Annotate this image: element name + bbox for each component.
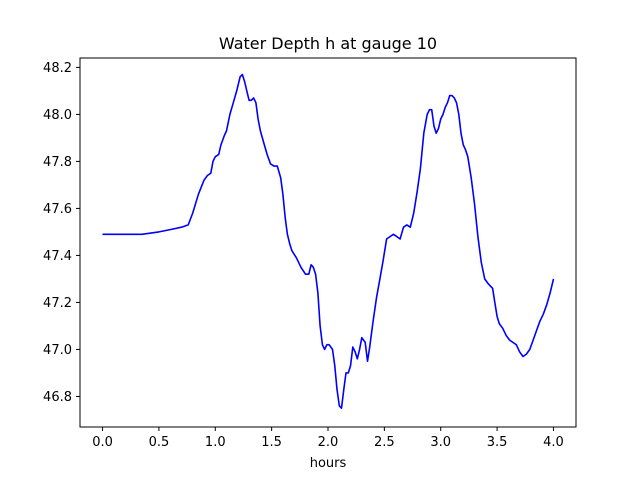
x-tick-label: 3.0 xyxy=(430,435,451,450)
x-tick-label: 4.0 xyxy=(543,435,564,450)
series-layer xyxy=(102,73,555,409)
chart-title: Water Depth h at gauge 10 xyxy=(219,34,437,53)
y-tick-label: 47.6 xyxy=(43,202,72,217)
x-tick-label: 1.0 xyxy=(205,435,226,450)
x-tick-label: 2.5 xyxy=(374,435,395,450)
plot-frame xyxy=(79,57,577,428)
y-tick-label: 48.0 xyxy=(43,108,72,123)
y-axis: 46.8 47.0 47.2 47.4 47.6 47.8 48.0 48.2 xyxy=(43,61,80,405)
series-line-0 xyxy=(102,73,555,409)
y-tick-label: 47.0 xyxy=(43,343,72,358)
x-tick-label: 0.5 xyxy=(149,435,170,450)
y-tick-label: 48.2 xyxy=(43,61,72,76)
y-tick-label: 46.8 xyxy=(43,390,72,405)
y-tick-label: 47.4 xyxy=(43,249,72,264)
x-axis-label: hours xyxy=(310,456,347,471)
x-tick-label: 2.0 xyxy=(318,435,339,450)
x-axis: 0.0 0.5 1.0 1.5 2.0 2.5 3.0 3.5 4.0 xyxy=(92,427,564,450)
y-tick-label: 47.2 xyxy=(43,296,72,311)
y-tick-label: 47.8 xyxy=(43,155,72,170)
x-tick-label: 3.5 xyxy=(487,435,508,450)
x-tick-label: 0.0 xyxy=(92,435,113,450)
x-tick-label: 1.5 xyxy=(261,435,282,450)
